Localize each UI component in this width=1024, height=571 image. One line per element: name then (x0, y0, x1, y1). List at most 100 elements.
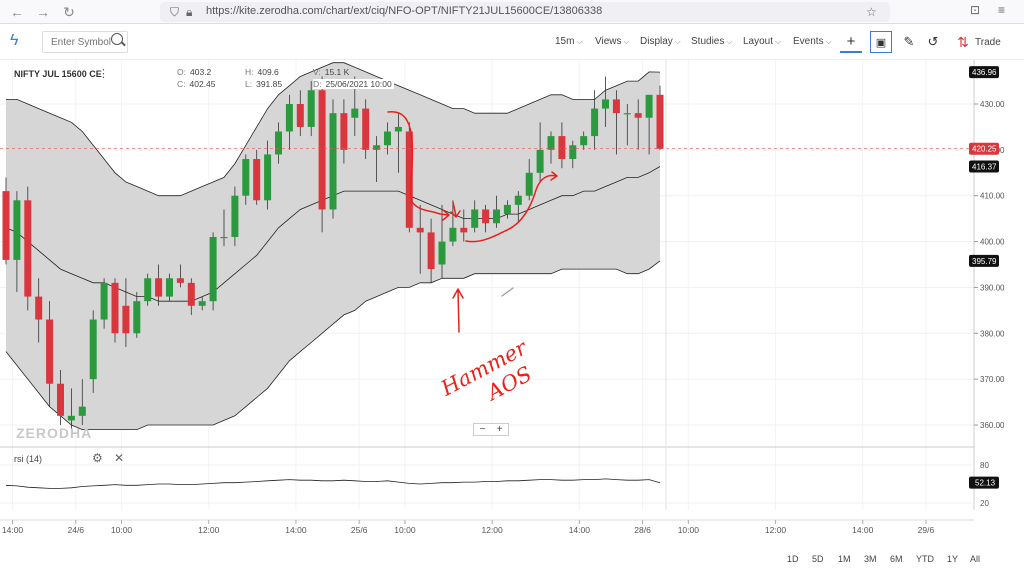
candle (558, 122, 566, 169)
candle (427, 218, 435, 283)
undo-icon[interactable]: ↺ (927, 34, 939, 49)
time-tick-label: 28/6 (634, 525, 651, 535)
candle-body (405, 131, 413, 228)
candle (340, 99, 348, 164)
menu-display[interactable]: Display ⌵ (640, 36, 681, 47)
menu-hamburger-icon[interactable]: ≡ (998, 3, 1006, 17)
candle-body (2, 191, 10, 260)
reload-icon[interactable]: ↻ (63, 4, 75, 20)
candle (35, 278, 43, 343)
candle-body (187, 282, 195, 306)
range-1m[interactable]: 1M (838, 554, 851, 564)
candle-body (634, 113, 642, 118)
candle-body (558, 136, 566, 160)
search-icon[interactable] (111, 33, 123, 45)
menu-events[interactable]: Events ⌵ (793, 36, 832, 47)
time-tick-label: 14:00 (285, 525, 307, 535)
candle-body (220, 236, 228, 239)
candle-body (242, 159, 250, 196)
zoom-out-button[interactable]: − (479, 424, 486, 435)
candle-body (89, 319, 97, 380)
range-1y[interactable]: 1Y (947, 554, 959, 564)
candle (307, 81, 315, 137)
rsi-tick-label: 20 (980, 499, 989, 508)
gear-icon[interactable]: ⚙ (92, 451, 103, 465)
range-6m[interactable]: 6M (890, 554, 903, 564)
pocket-icon[interactable]: ⊡ (970, 3, 981, 17)
candle (67, 388, 75, 430)
range-1d[interactable]: 1D (787, 554, 799, 564)
time-tick-label: 14:00 (569, 525, 591, 535)
candle (394, 113, 402, 173)
menu-views[interactable]: Views ⌵ (595, 36, 630, 47)
candle-body (471, 209, 479, 228)
lock-icon: 🔒︎ (186, 5, 193, 19)
annotation-rally-arrowhead (550, 171, 558, 181)
trade-arrows-icon[interactable]: ⇅ (957, 34, 969, 50)
crosshair-icon[interactable]: + (840, 31, 862, 53)
chart-area[interactable]: 430.00420.00410.00400.00390.00380.00370.… (0, 60, 1024, 550)
bookmark-star-icon[interactable]: ☆ (866, 5, 877, 19)
candle (405, 122, 413, 233)
candle-body (111, 282, 119, 334)
candle-body (35, 296, 43, 320)
menu-studies[interactable]: Studies ⌵ (691, 36, 733, 47)
candle-body (460, 227, 468, 233)
candle-body (100, 282, 108, 320)
rsi-axis: 80 20 52.13 (0, 461, 999, 508)
price-axis: 430.00420.00410.00400.00390.00380.00370.… (969, 66, 1005, 430)
address-bar[interactable]: ⛉ 🔒︎ https://kite.zerodha.com/chart/ext/… (160, 2, 890, 22)
time-tick-label: 29/6 (918, 525, 935, 535)
draw-pencil-icon[interactable]: ✎ (903, 34, 915, 49)
candle-body (176, 278, 184, 283)
candle-body (547, 136, 555, 150)
chart-toolbar: ϟ 15m⌵ Views⌵ Display⌵ Studies⌵ Layout⌵ … (0, 24, 1024, 60)
candle-body (656, 94, 664, 149)
candle (13, 191, 21, 293)
candle-body (78, 406, 86, 416)
candle (176, 264, 184, 288)
annotation-icon[interactable]: ▣ (870, 31, 892, 53)
close-icon[interactable]: ✕ (114, 451, 125, 465)
range-all[interactable]: All (970, 554, 981, 564)
range-3m[interactable]: 3M (864, 554, 877, 564)
instrument-title: NIFTY JUL 15600 CE (14, 69, 102, 79)
legend-date: D: 25/06/2021 10:00 (313, 79, 394, 89)
time-tick-label: 10:00 (678, 525, 700, 535)
rsi-badge (969, 476, 999, 489)
candle (57, 369, 64, 425)
rsi-badge-label: 52.13 (975, 479, 996, 488)
candle-body (24, 200, 32, 297)
kite-logo-icon[interactable]: ϟ (10, 32, 19, 49)
candle-body (122, 305, 130, 334)
candle-body (318, 90, 326, 210)
candle (569, 140, 577, 169)
price-badge (969, 254, 999, 267)
candle (155, 264, 163, 306)
time-tick-label: 24/6 (67, 525, 84, 535)
candle (416, 204, 424, 274)
forward-arrow-icon[interactable]: → (36, 4, 50, 20)
trade-button[interactable]: Trade (975, 37, 1001, 48)
candle (438, 204, 446, 279)
price-tick-label: 390.00 (980, 283, 1005, 292)
zoom-in-button[interactable]: + (496, 424, 503, 435)
bollinger-band-fill (6, 62, 660, 430)
symbol-search-input[interactable] (42, 31, 128, 53)
candle (89, 310, 97, 393)
candle (329, 99, 337, 219)
menu-layout[interactable]: Layout ⌵ (743, 36, 782, 47)
range-ytd[interactable]: YTD (916, 554, 934, 564)
price-badge-label: 395.79 (972, 257, 997, 266)
more-options-icon[interactable]: ⋮ (98, 68, 109, 80)
menu-interval[interactable]: 15m ⌵ (555, 36, 583, 47)
back-arrow-icon[interactable]: ← (10, 4, 24, 20)
range-5d[interactable]: 5D (812, 554, 824, 564)
candle-body (438, 241, 446, 265)
bollinger-upper-line (6, 62, 661, 197)
candle-body (67, 415, 75, 421)
candle-body (209, 236, 217, 302)
candle-body (384, 131, 391, 146)
candle-body (296, 104, 304, 127)
chart-canvas[interactable]: 430.00420.00410.00400.00390.00380.00370.… (0, 60, 1024, 550)
